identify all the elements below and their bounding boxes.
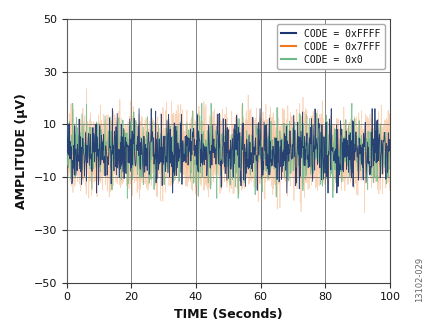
Text: 13102-029: 13102-029 <box>414 257 423 302</box>
Y-axis label: AMPLITUDE (μV): AMPLITUDE (μV) <box>15 93 28 209</box>
X-axis label: TIME (Seconds): TIME (Seconds) <box>174 308 282 321</box>
Legend: CODE = 0xFFFF, CODE = 0x7FFF, CODE = 0x0: CODE = 0xFFFF, CODE = 0x7FFF, CODE = 0x0 <box>276 24 384 70</box>
